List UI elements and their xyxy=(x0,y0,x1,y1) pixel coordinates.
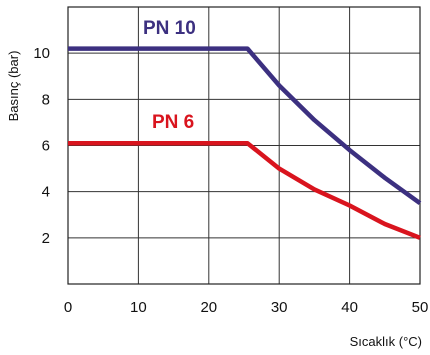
y-tick-label: 4 xyxy=(42,184,50,201)
y-tick-labels: 2 4 6 8 10 xyxy=(33,45,50,247)
y-tick-label: 2 xyxy=(42,230,50,247)
series-label-pn-10: PN 10 xyxy=(143,18,196,39)
series-labels: PN 10 PN 6 xyxy=(143,18,196,133)
x-tick-labels: 0 10 20 30 40 50 xyxy=(64,299,429,316)
series-line-pn-10 xyxy=(68,46,422,206)
x-tick-label: 50 xyxy=(412,299,429,316)
y-axis-label: Basınç (bar) xyxy=(6,51,21,122)
series-group xyxy=(68,46,422,240)
y-tick-label: 10 xyxy=(33,45,50,62)
plot-frame xyxy=(67,6,421,285)
y-tick-label: 6 xyxy=(42,138,50,155)
x-tick-label: 10 xyxy=(130,299,147,316)
y-tick-label: 8 xyxy=(42,91,50,108)
x-tick-label: 30 xyxy=(271,299,288,316)
x-axis-label: Sıcaklık (°C) xyxy=(350,334,422,349)
x-tick-label: 40 xyxy=(341,299,358,316)
x-tick-label: 20 xyxy=(200,299,217,316)
grid xyxy=(68,7,420,284)
x-tick-label: 0 xyxy=(64,299,72,316)
series-label-pn-6: PN 6 xyxy=(152,112,194,133)
series-line-pn-6 xyxy=(68,140,421,240)
